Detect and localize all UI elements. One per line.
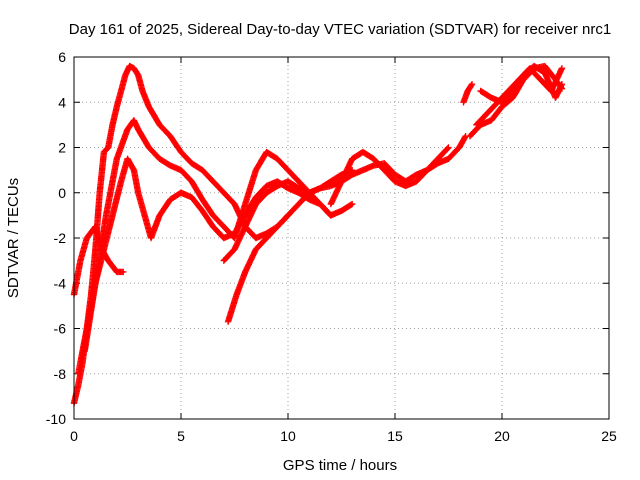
data-points bbox=[70, 62, 566, 407]
y-tick-label: -2 bbox=[54, 230, 67, 246]
plot-frame bbox=[73, 56, 610, 420]
grid-lines bbox=[74, 57, 609, 419]
y-tick-label: -4 bbox=[54, 275, 67, 291]
y-tick-label: -6 bbox=[54, 321, 67, 337]
y-tick-label: 2 bbox=[58, 140, 66, 156]
x-tick-label: 5 bbox=[177, 428, 185, 444]
x-tick-label: 20 bbox=[494, 428, 510, 444]
y-tick-labels: -10 -8 -6 -4 -2 0 2 4 6 bbox=[46, 49, 66, 427]
y-tick-label: -10 bbox=[46, 411, 66, 427]
data-point bbox=[445, 144, 452, 151]
y-tick-label: -8 bbox=[54, 366, 67, 382]
x-axis-label: GPS time / hours bbox=[283, 457, 397, 474]
data-point bbox=[349, 200, 356, 208]
data-point bbox=[558, 65, 566, 72]
chart-title: Day 161 of 2025, Sidereal Day-to-day VTE… bbox=[69, 21, 611, 38]
y-tick-label: 6 bbox=[58, 49, 66, 65]
data-point bbox=[468, 82, 475, 89]
x-tick-label: 25 bbox=[601, 428, 617, 444]
data-point bbox=[326, 211, 334, 218]
x-tick-label: 15 bbox=[387, 428, 403, 444]
x-tick-label: 0 bbox=[70, 428, 78, 444]
data-point bbox=[349, 166, 356, 174]
x-tick-label: 10 bbox=[280, 428, 296, 444]
y-tick-label: 0 bbox=[58, 185, 66, 201]
x-tick-labels: 0 5 10 15 20 25 bbox=[70, 428, 617, 444]
data-point bbox=[444, 145, 451, 152]
y-tick-label: 4 bbox=[58, 94, 66, 110]
data-point bbox=[347, 201, 355, 208]
data-point bbox=[120, 268, 127, 276]
y-axis-label: SDTVAR / TECUs bbox=[5, 178, 22, 298]
data-point bbox=[468, 80, 476, 88]
data-point bbox=[327, 212, 334, 219]
data-point bbox=[558, 80, 566, 88]
